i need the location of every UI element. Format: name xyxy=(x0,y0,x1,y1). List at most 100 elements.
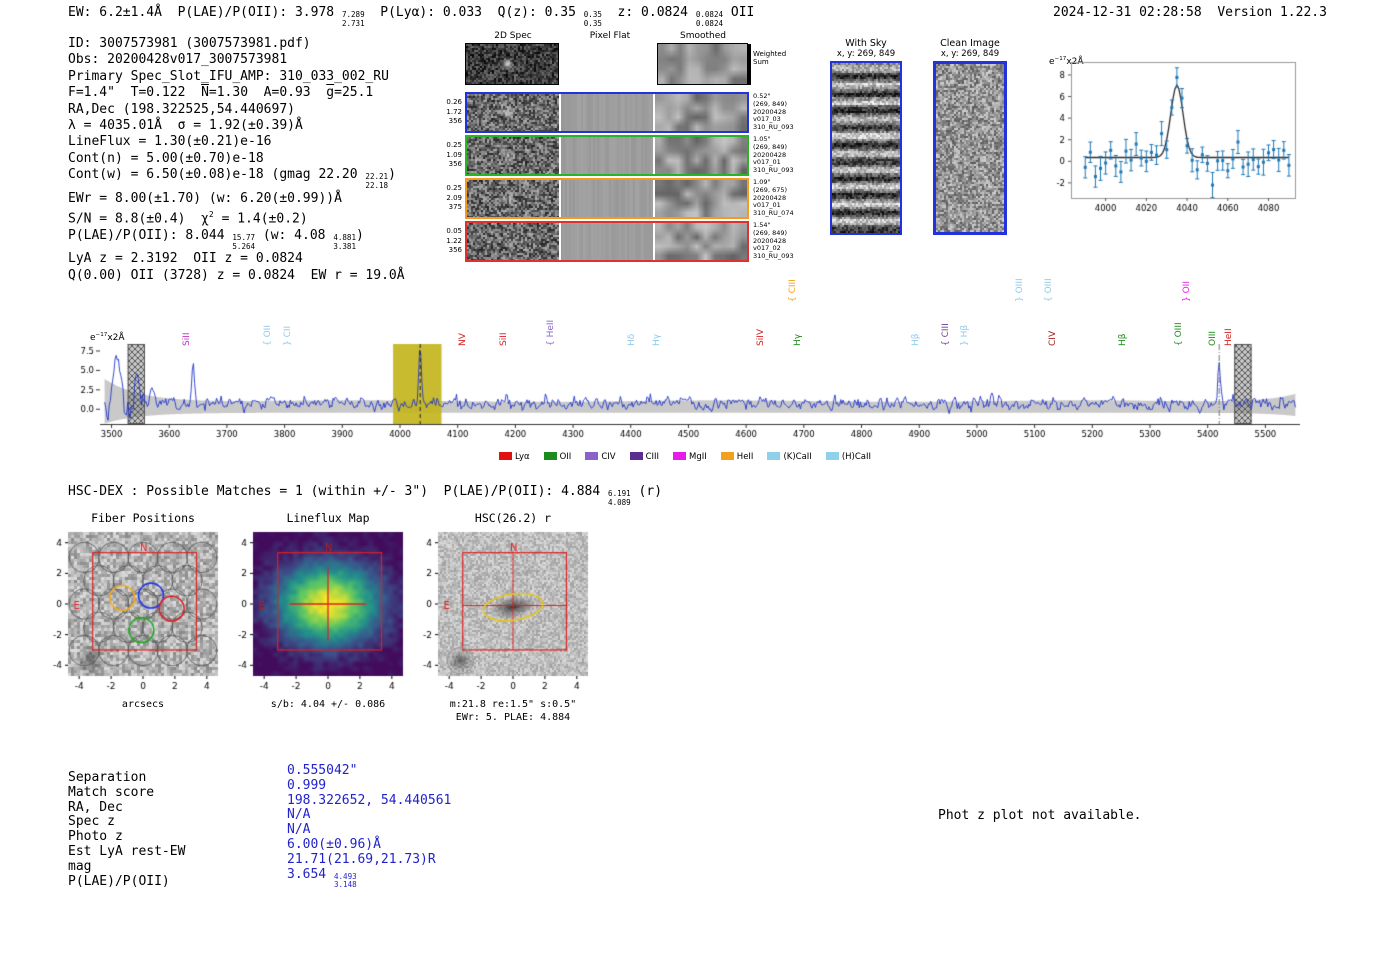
2dspec-flat-panel xyxy=(561,180,653,217)
timestamp-version: 2024-12-31 02:28:58 Version 1.22.3 xyxy=(1053,5,1327,20)
2dspec-weighted-sum-smoothed xyxy=(657,43,748,85)
full-spectrum-plot xyxy=(60,334,1310,450)
2dspec-row-right-labels: 1.05" (269, 849) 20200428 v017_01 310_RU… xyxy=(753,135,794,175)
info-line-0: ID: 3007573981 (3007573981.pdf) xyxy=(68,36,311,51)
detection-info-block: ID: 3007573981 (3007573981.pdf) Obs: 2020… xyxy=(68,36,405,284)
2dspec-row-left-labels: 0.25 2.09 375 xyxy=(446,184,462,211)
legend-swatch xyxy=(720,452,734,460)
with-sky-image xyxy=(832,63,900,233)
info-line-13: Q(0.00) OII (3728) z = 0.0824 EW r = 19.… xyxy=(68,267,405,283)
2dspec-row-right-labels: 1.09" (269, 675) 20200428 v017_01 310_RU… xyxy=(753,178,794,218)
clean-image-coords: x, y: 269, 849 xyxy=(940,49,1000,59)
match-label-photo-z: Photo z xyxy=(68,829,123,845)
legend-swatch xyxy=(767,452,781,460)
stacked-fraction: 22.21 22.18 xyxy=(365,172,389,191)
match-value-separation: 0.555042" xyxy=(287,763,358,778)
info-line-11: P(LAE)/P(OII): 8.044 15.77 5.264 (w: 4.08… xyxy=(68,227,364,251)
legend-item-ciii: CIII xyxy=(629,452,659,462)
lineflux-map-xlabel: s/b: 4.04 +/- 0.086 xyxy=(270,699,386,710)
hsc-r-xlabel: m:21.8 re:1.5" s:0.5" xyxy=(449,699,577,710)
info-line-2: Primary Spec_Slot_IFU_AMP: 310_033_002_R… xyxy=(68,68,389,84)
stacked-fraction: 4.881 3.381 xyxy=(333,232,356,251)
hsc-r-xlabel2: EWr: 5. PLAE: 4.884 xyxy=(455,712,571,723)
2dspec-2d-panel xyxy=(467,137,559,174)
2dspec-row-right-labels: 0.52" (269, 849) 20200428 v017_03 310_RU… xyxy=(753,92,794,132)
2dspec-col-header: 2D Spec xyxy=(494,31,532,41)
match-value-p-lae-p-oii-: 3.654 4.493 3.148 xyxy=(287,866,357,890)
fiber-positions-cutout xyxy=(28,526,224,698)
legend-swatch xyxy=(543,452,557,460)
legend-item-kcaii: (K)CaII xyxy=(767,452,812,462)
line-label-oiii: } OIII xyxy=(1014,278,1025,302)
with-sky-title: With Sky xyxy=(845,38,887,49)
info-line-4: RA,Dec (198.322525,54.440697) xyxy=(68,101,295,117)
photz-note: Phot z plot not available. xyxy=(938,808,1142,823)
stacked-fraction: 0.0824 0.0824 xyxy=(695,10,724,28)
clean-image-title: Clean Image xyxy=(940,38,1000,49)
2dspec-row-right-labels: 1.54" (269, 849) 20200428 v017_02 310_RU… xyxy=(753,221,794,261)
stacked-fraction: 0.35 0.35 xyxy=(583,10,602,28)
lineflux-map-title: Lineflux Map xyxy=(286,511,370,525)
summary-header: EW: 6.2±1.4Å P(LAE)/P(OII): 3.978 7.289 2… xyxy=(68,5,755,28)
match-label-separation: Separation xyxy=(68,770,147,785)
2dspec-weighted-sum-2d xyxy=(465,43,559,85)
with-sky-frame xyxy=(830,61,902,235)
legend-swatch xyxy=(629,452,643,460)
info-line-12: LyA z = 2.3192 OII z = 0.0824 xyxy=(68,251,303,267)
line-label-oiii: { OIII xyxy=(1044,278,1055,302)
match-label-mag: mag xyxy=(68,858,92,874)
clean-image-frame xyxy=(933,61,1007,235)
fiber-positions-xlabel: arcsecs xyxy=(121,699,165,710)
2dspec-smoothed-panel xyxy=(655,137,747,174)
info-line-7: Cont(n) = 5.00(±0.70)e-18 xyxy=(68,150,264,166)
legend-item-oii: OII xyxy=(543,452,571,462)
legend-swatch xyxy=(825,452,839,460)
2dspec-smoothed-panel xyxy=(655,180,747,217)
info-line-9: EWr = 8.00(±1.70) (w: 6.20(±0.99))Å xyxy=(68,190,342,206)
match-value-est-lya-rest-ew: 6.00(±0.96)Å xyxy=(287,837,381,852)
2dspec-row-left-labels: 0.25 1.09 356 xyxy=(446,141,462,168)
2dspec-row-left-labels: 0.26 1.72 356 xyxy=(446,98,462,125)
2dspec-smoothed-panel xyxy=(655,94,747,131)
2dspec-2d-panel xyxy=(467,180,559,217)
2dspec-col-header: Smoothed xyxy=(680,31,726,41)
match-value-ra-dec: 198.322652, 54.440561 xyxy=(287,792,452,808)
stacked-fraction: 4.493 3.148 xyxy=(333,871,357,890)
line-fit-inset-plot xyxy=(1035,50,1307,225)
legend-item-civ: CIV xyxy=(585,452,616,462)
match-value-mag: 21.71(21.69,21.73)R xyxy=(287,851,436,867)
match-label-ra-dec: RA, Dec xyxy=(68,799,123,815)
info-line-10: S/N = 8.8(±0.4) χ2 = 1.4(±0.2) xyxy=(68,210,308,227)
2dspec-2d-panel xyxy=(467,94,559,131)
legend-swatch xyxy=(499,452,512,460)
legend-item-lyα: Lyα xyxy=(499,452,530,462)
fiber-positions-title: Fiber Positions xyxy=(91,511,195,525)
match-value-spec-z: N/A xyxy=(287,807,311,823)
match-label-p-lae-p-oii-: P(LAE)/P(OII) xyxy=(68,873,170,889)
2dspec-flat-panel xyxy=(561,137,653,174)
match-label-est-lya-rest-ew: Est LyA rest-EW xyxy=(68,844,186,859)
info-line-1: Obs: 20200428v017_3007573981 xyxy=(68,52,288,68)
stacked-fraction: 15.77 5.264 xyxy=(232,232,256,251)
2dspec-flat-panel xyxy=(561,94,653,131)
2dspec-flat-panel xyxy=(561,223,653,260)
lineflux-map-cutout xyxy=(213,526,409,698)
legend-swatch xyxy=(585,452,599,460)
stacked-fraction: 7.289 2.731 xyxy=(341,10,365,28)
spectrum-legend: Lyα OII CIV CIII MgII HeII (K)CaII (H)CaII xyxy=(60,452,1310,462)
2dspec-smoothed-panel xyxy=(655,223,747,260)
line-label-oii: } OII xyxy=(1181,281,1192,302)
legend-item-heii: HeII xyxy=(720,452,753,462)
info-line-8: Cont(w) = 6.50(±0.08)e-18 (gmag 22.20 22… xyxy=(68,167,396,191)
2dspec-col-header: Pixel Flat xyxy=(589,31,631,41)
line-label-ciii: { CIII xyxy=(788,279,799,302)
2dspec-2d-panel xyxy=(467,223,559,260)
2dspec-row-left-labels: 0.05 1.22 356 xyxy=(446,227,462,254)
info-line-3: F=1.4" T=0.122 N=1.30 A=0.93 g=25.1 xyxy=(68,85,374,101)
info-line-5: λ = 4035.01Å σ = 1.92(±0.39)Å xyxy=(68,118,303,134)
hsc-r-cutout xyxy=(398,526,594,698)
hsc-r-title: HSC(26.2) r xyxy=(474,511,552,525)
hsc-dex-header: HSC-DEX : Possible Matches = 1 (within +… xyxy=(68,484,663,507)
legend-swatch xyxy=(673,452,687,460)
